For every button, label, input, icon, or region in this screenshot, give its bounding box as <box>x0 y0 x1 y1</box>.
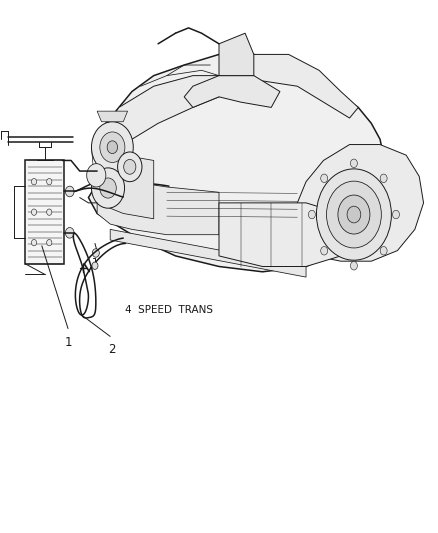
Circle shape <box>65 186 74 197</box>
Circle shape <box>32 239 37 246</box>
Circle shape <box>65 228 74 238</box>
Circle shape <box>92 249 99 257</box>
Circle shape <box>326 181 381 248</box>
Polygon shape <box>97 111 127 122</box>
Circle shape <box>350 159 357 167</box>
Polygon shape <box>97 76 219 171</box>
Circle shape <box>47 209 52 215</box>
Polygon shape <box>25 160 64 264</box>
Polygon shape <box>110 229 306 277</box>
Circle shape <box>92 122 133 173</box>
Text: 2: 2 <box>109 343 116 357</box>
Circle shape <box>47 239 52 246</box>
Circle shape <box>347 206 361 223</box>
Circle shape <box>380 247 387 255</box>
Circle shape <box>100 132 125 163</box>
Polygon shape <box>293 144 424 261</box>
Circle shape <box>100 178 116 198</box>
Circle shape <box>338 195 370 234</box>
Circle shape <box>92 262 98 269</box>
Circle shape <box>392 211 399 219</box>
Circle shape <box>316 169 392 260</box>
Polygon shape <box>184 76 280 108</box>
Polygon shape <box>97 182 219 235</box>
Polygon shape <box>97 155 154 219</box>
Circle shape <box>380 174 387 183</box>
Circle shape <box>321 247 328 255</box>
Circle shape <box>87 164 106 187</box>
Circle shape <box>32 179 37 185</box>
Circle shape <box>350 262 357 270</box>
Polygon shape <box>88 54 385 272</box>
Circle shape <box>92 168 124 208</box>
Circle shape <box>124 159 136 174</box>
Circle shape <box>117 152 142 182</box>
Text: 1: 1 <box>65 336 73 350</box>
Polygon shape <box>219 203 341 266</box>
Circle shape <box>32 209 37 215</box>
Circle shape <box>321 174 328 183</box>
Circle shape <box>308 211 315 219</box>
Polygon shape <box>219 33 254 76</box>
Polygon shape <box>219 54 358 118</box>
Circle shape <box>47 179 52 185</box>
Circle shape <box>107 141 117 154</box>
Text: 4  SPEED  TRANS: 4 SPEED TRANS <box>125 305 213 315</box>
